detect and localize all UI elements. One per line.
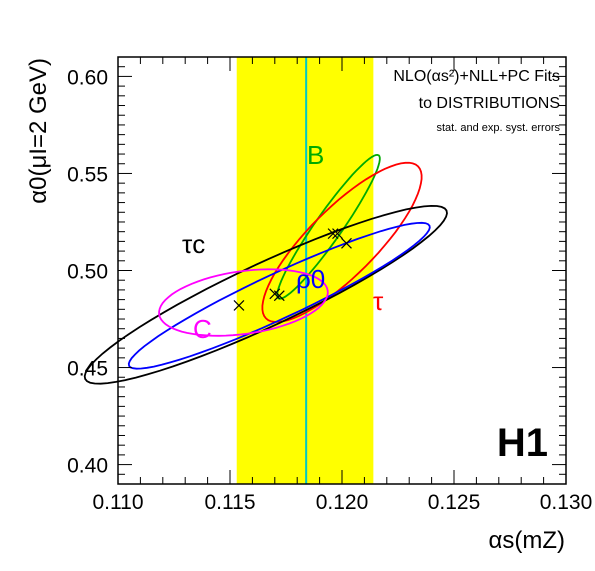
y-tick-labels: 0.40 0.45 0.50 0.55 0.60 [67, 66, 108, 477]
fit-point-marker [332, 228, 343, 240]
alpha-s-band [236, 57, 374, 484]
error-ellipse [276, 153, 381, 300]
x-tick-label: 0.125 [428, 491, 481, 514]
error-note: stat. and exp. syst. errors [437, 122, 561, 134]
series-label-B: B [307, 140, 324, 170]
x-tick-label: 0.120 [316, 491, 369, 514]
x-tick-label: 0.110 [93, 491, 144, 514]
fit-point-marker [341, 237, 352, 249]
y-tick-label: 0.50 [67, 261, 108, 284]
error-ellipse [261, 161, 423, 323]
fit-scope: to DISTRIBUTIONS [419, 95, 560, 112]
experiment-label: H1 [497, 421, 548, 465]
fit-markers [233, 228, 352, 311]
fit-point-marker [327, 228, 339, 240]
x-tick-labels: 0.110 0.115 0.120 0.125 0.130 [93, 491, 593, 514]
y-tick-label: 0.60 [67, 66, 108, 89]
x-tick-label: 0.130 [540, 491, 593, 514]
fit-point-marker [273, 290, 285, 302]
axis-ticks [117, 56, 567, 485]
series-label-rho0: ρ0 [296, 264, 325, 294]
x-tick-label: 0.115 [205, 491, 256, 514]
fit-point-marker [233, 300, 245, 311]
y-tick-label: 0.55 [67, 163, 108, 186]
x-axis-title: αs(mZ) [488, 527, 565, 554]
y-tick-label: 0.45 [67, 358, 108, 381]
fit-description: NLO(αs²)+NLL+PC Fits [393, 68, 560, 85]
series-label-tau: τ [373, 286, 384, 316]
series-label-C: C [193, 314, 212, 344]
y-tick-label: 0.40 [67, 455, 108, 478]
series-label-tau-c: τc [182, 229, 205, 259]
error-ellipse [158, 268, 329, 337]
error-ellipse [83, 204, 448, 385]
y-axis-title: α0(μI=2 GeV) [25, 58, 52, 204]
